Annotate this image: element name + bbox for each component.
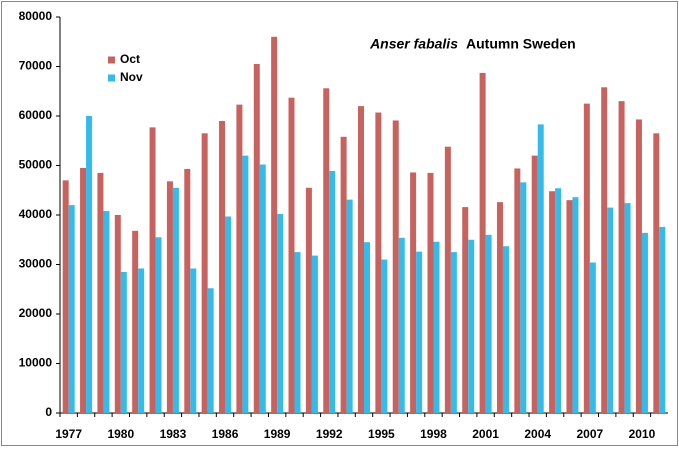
x-tick-label: 1998 <box>420 427 447 441</box>
y-tick-label: 60000 <box>19 108 53 122</box>
bar <box>97 172 104 413</box>
bar <box>444 146 451 413</box>
y-tick-label: 40000 <box>19 207 53 221</box>
bar <box>496 202 503 413</box>
bar <box>450 252 457 413</box>
bar <box>462 207 469 413</box>
bar <box>68 205 75 413</box>
bar <box>80 167 87 413</box>
bar <box>259 164 266 413</box>
bar <box>635 119 642 413</box>
bar <box>103 211 110 413</box>
bar <box>277 214 284 413</box>
bar <box>288 97 295 413</box>
bar <box>155 237 162 413</box>
bar <box>346 199 353 413</box>
bar <box>305 187 312 413</box>
x-tick-label: 1989 <box>264 427 291 441</box>
legend-swatch <box>108 56 115 64</box>
bar <box>323 88 330 413</box>
bar <box>555 188 562 413</box>
y-tick-label: 0 <box>45 405 52 419</box>
bar <box>207 288 214 413</box>
bar <box>358 106 364 413</box>
x-tick-label: 1983 <box>160 427 187 441</box>
bar <box>485 234 492 413</box>
x-tick-label: 1995 <box>368 427 395 441</box>
y-tick-label: 10000 <box>19 356 53 370</box>
bar <box>381 259 388 413</box>
bar <box>427 172 434 413</box>
bar <box>311 255 318 413</box>
bar <box>236 104 243 414</box>
bar <box>641 232 648 413</box>
y-tick-label: 50000 <box>19 158 53 172</box>
legend-label: Nov <box>120 70 143 84</box>
bar <box>392 120 399 413</box>
bar <box>479 72 486 413</box>
bar <box>114 215 121 413</box>
bar <box>201 133 208 413</box>
bar <box>566 200 573 413</box>
y-tick-label: 80000 <box>19 9 53 23</box>
bar <box>166 181 173 413</box>
bar <box>659 226 666 413</box>
bar <box>468 239 475 413</box>
bar <box>520 182 527 413</box>
bar <box>184 168 191 413</box>
bar <box>410 172 417 413</box>
bar <box>653 133 660 413</box>
bar <box>624 203 631 413</box>
bar <box>253 64 260 414</box>
legend-label: Oct <box>120 52 140 66</box>
bar <box>572 197 579 413</box>
chart-title: Anser fabalis <box>369 36 458 52</box>
bar <box>549 191 556 413</box>
y-tick-label: 20000 <box>19 306 53 320</box>
bar <box>589 262 596 413</box>
bar <box>132 230 139 413</box>
bar <box>219 120 226 413</box>
legend-swatch <box>108 74 115 82</box>
chart-subtitle: Autumn Sweden <box>466 36 576 52</box>
x-tick-label: 2001 <box>472 427 499 441</box>
bar <box>618 101 625 414</box>
bar <box>607 207 614 413</box>
bar <box>62 180 69 413</box>
bar <box>294 252 301 413</box>
bar <box>502 246 509 413</box>
x-tick-label: 1986 <box>212 427 239 441</box>
bar <box>364 242 370 413</box>
bar <box>86 116 93 413</box>
bar <box>190 268 197 413</box>
bar <box>340 136 347 414</box>
y-tick-label: 70000 <box>19 59 53 73</box>
bar <box>329 170 336 413</box>
bar <box>149 127 156 413</box>
bar <box>514 168 521 413</box>
bar <box>433 241 440 413</box>
bar <box>120 271 127 413</box>
bar <box>531 155 538 413</box>
bar <box>537 124 544 413</box>
x-tick-label: 1980 <box>107 427 134 441</box>
bar <box>242 155 249 413</box>
x-tick-label: 2007 <box>576 427 603 441</box>
bar <box>172 187 179 413</box>
bar <box>398 237 405 413</box>
x-tick-label: 2004 <box>524 427 551 441</box>
bar <box>375 112 382 413</box>
bar <box>138 268 145 413</box>
bar <box>583 103 590 413</box>
bar <box>416 251 423 413</box>
bar <box>601 87 608 413</box>
bar <box>225 216 232 413</box>
y-tick-label: 30000 <box>19 257 53 271</box>
x-tick-label: 1977 <box>55 427 82 441</box>
bar <box>271 36 278 414</box>
x-tick-label: 1992 <box>316 427 343 441</box>
x-tick-label: 2010 <box>629 427 656 441</box>
